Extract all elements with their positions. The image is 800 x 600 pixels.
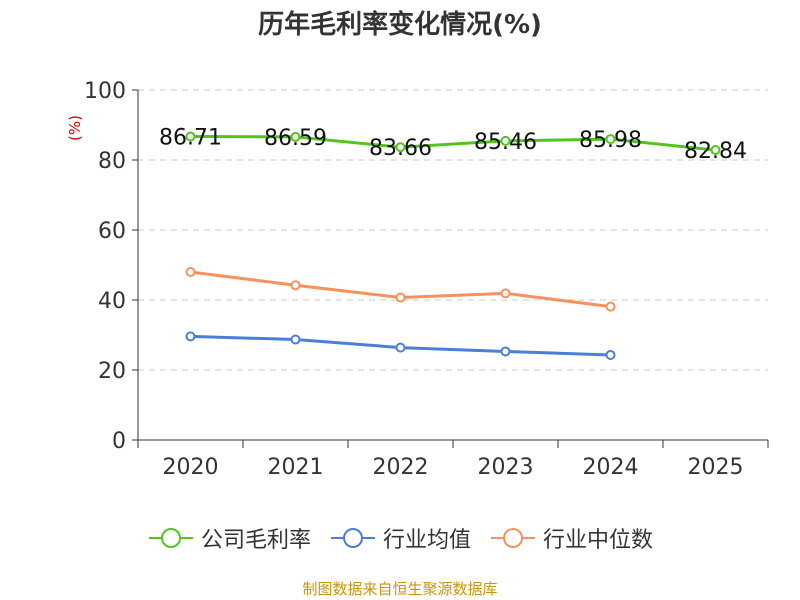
data-point xyxy=(185,267,196,277)
series-lines xyxy=(185,131,721,360)
x-tick-label: 2023 xyxy=(478,455,534,480)
chart-title: 历年毛利率变化情况(%) xyxy=(258,10,542,40)
data-label: 83.66 xyxy=(369,136,432,161)
y-tick-label: 80 xyxy=(98,149,126,174)
legend-swatch-icon xyxy=(148,528,193,548)
x-tick-label: 2020 xyxy=(163,455,219,480)
grid-lines xyxy=(138,89,768,371)
data-point xyxy=(185,331,196,342)
data-point xyxy=(605,349,616,360)
legend-item[interactable]: 行业中位数 xyxy=(489,522,653,554)
y-tick-label: 20 xyxy=(98,359,126,384)
y-tick-label: 60 xyxy=(98,219,126,244)
y-tick-label: 40 xyxy=(98,289,126,314)
data-point xyxy=(605,134,616,145)
legend-label: 行业均值 xyxy=(382,528,471,553)
data-point xyxy=(395,292,406,303)
data-label: 85.98 xyxy=(579,128,642,153)
data-point xyxy=(500,346,511,357)
data-point xyxy=(185,131,196,142)
y-axis-label: (%) xyxy=(66,115,84,141)
axes: 0 20 40 60 80 100(%) 2020 2021 2022 2023 2024 2025 xyxy=(66,79,769,480)
data-point xyxy=(395,342,406,353)
data-labels: 86.71 86.59 83.66 85.46 85.98 82.84 xyxy=(159,126,747,165)
legend-label: 公司毛利率 xyxy=(200,528,311,553)
data-point xyxy=(500,135,511,146)
data-point xyxy=(605,301,616,312)
y-tick-label: 100 xyxy=(84,79,126,104)
data-label: 82.84 xyxy=(684,139,747,164)
legend-swatch-icon xyxy=(491,528,535,548)
data-label: 85.46 xyxy=(474,130,537,155)
data-point xyxy=(395,142,406,153)
legend-item[interactable]: 行业均值 xyxy=(329,522,471,554)
data-point xyxy=(500,288,511,299)
chart-legend: 公司毛利率 行业均值 行业中位数 xyxy=(0,518,800,558)
data-point xyxy=(710,145,721,156)
data-point xyxy=(290,131,301,142)
data-point xyxy=(290,334,301,345)
legend-item[interactable]: 公司毛利率 xyxy=(147,522,311,554)
legend-label: 行业中位数 xyxy=(543,528,654,553)
y-tick-label: 0 xyxy=(112,429,126,454)
legend-swatch-icon xyxy=(330,528,375,548)
data-label: 86.59 xyxy=(264,126,327,151)
x-tick-label: 2025 xyxy=(688,455,744,480)
x-tick-label: 2024 xyxy=(583,455,639,480)
series-line-0 xyxy=(190,135,716,152)
source-note: 制图数据来自恒生聚源数据库 xyxy=(302,580,498,598)
data-point xyxy=(290,280,301,291)
data-label: 86.71 xyxy=(159,126,222,151)
x-tick-label: 2022 xyxy=(373,455,429,480)
x-tick-label: 2021 xyxy=(268,455,324,480)
